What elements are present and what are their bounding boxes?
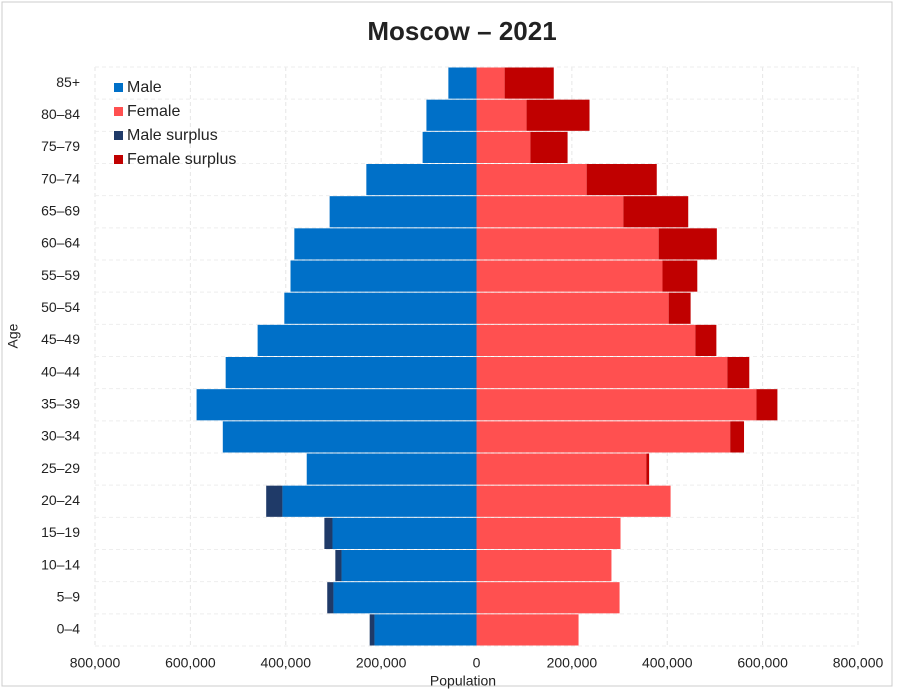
bar	[476, 131, 531, 163]
bar	[662, 260, 698, 292]
bar	[225, 357, 477, 389]
y-tick-label: 0–4	[57, 621, 81, 637]
x-tick-label: 600,000	[165, 655, 216, 671]
legend-swatch	[114, 83, 123, 92]
bar	[476, 453, 647, 485]
bar	[476, 228, 659, 260]
bar	[374, 614, 477, 646]
chart-title: Moscow – 2021	[367, 16, 556, 46]
bar	[369, 614, 375, 646]
bar	[476, 324, 696, 356]
bar	[668, 292, 691, 324]
bar	[282, 485, 477, 517]
bar	[327, 582, 334, 614]
bar	[476, 517, 621, 549]
bar	[341, 550, 477, 582]
bar	[476, 260, 663, 292]
bar	[196, 389, 477, 421]
bar	[476, 357, 728, 389]
legend-swatch	[114, 107, 123, 116]
y-tick-label: 70–74	[41, 170, 80, 186]
x-tick-label: 600,000	[737, 655, 788, 671]
y-tick-label: 45–49	[41, 331, 80, 347]
bar	[448, 67, 477, 99]
bar	[646, 453, 650, 485]
legend-swatch	[114, 155, 123, 164]
x-tick-label: 400,000	[260, 655, 311, 671]
bar	[284, 292, 477, 324]
bar	[222, 421, 477, 453]
y-tick-label: 35–39	[41, 395, 80, 411]
bar	[730, 421, 745, 453]
y-tick-label: 20–24	[41, 492, 80, 508]
x-tick-label: 0	[473, 655, 481, 671]
x-tick-label: 200,000	[356, 655, 407, 671]
y-tick-label: 65–69	[41, 202, 80, 218]
y-tick-label: 10–14	[41, 556, 80, 572]
y-axis-label: Age	[5, 323, 21, 348]
bar	[476, 99, 527, 131]
y-tick-label: 85+	[56, 74, 80, 90]
bar	[366, 164, 477, 196]
bar	[422, 131, 477, 163]
bar	[695, 324, 717, 356]
y-tick-label: 60–64	[41, 235, 80, 251]
bar	[294, 228, 477, 260]
x-axis-label: Population	[430, 673, 496, 689]
bar	[329, 196, 477, 228]
bar	[476, 421, 731, 453]
x-tick-label: 800,000	[70, 655, 121, 671]
bar	[530, 131, 568, 163]
x-tick-label: 400,000	[642, 655, 693, 671]
x-tick-label: 200,000	[547, 655, 598, 671]
y-tick-label: 55–59	[41, 267, 80, 283]
bar	[266, 485, 283, 517]
bar	[476, 485, 671, 517]
legend-label: Female surplus	[127, 151, 236, 168]
y-tick-label: 15–19	[41, 524, 80, 540]
bar	[335, 550, 342, 582]
x-tick-label: 800,000	[833, 655, 884, 671]
bar	[526, 99, 590, 131]
bar	[658, 228, 717, 260]
bar	[332, 517, 477, 549]
bar	[426, 99, 477, 131]
bar	[476, 196, 624, 228]
y-tick-label: 5–9	[57, 588, 81, 604]
legend-swatch	[114, 131, 123, 140]
bar	[586, 164, 657, 196]
y-tick-label: 75–79	[41, 138, 80, 154]
y-tick-label: 80–84	[41, 106, 80, 122]
bar	[623, 196, 689, 228]
bar	[476, 614, 579, 646]
legend-label: Male	[127, 79, 162, 96]
bar	[504, 67, 554, 99]
bar	[324, 517, 333, 549]
bar	[476, 582, 620, 614]
y-tick-label: 25–29	[41, 460, 80, 476]
bar	[306, 453, 477, 485]
bar	[290, 260, 477, 292]
bar	[257, 324, 477, 356]
bar	[333, 582, 477, 614]
bar	[476, 389, 757, 421]
bar	[756, 389, 778, 421]
bar	[476, 164, 587, 196]
y-tick-label: 40–44	[41, 363, 80, 379]
legend-label: Female	[127, 103, 180, 120]
bar	[476, 550, 612, 582]
y-tick-label: 50–54	[41, 299, 80, 315]
bar	[476, 292, 669, 324]
bar	[476, 67, 505, 99]
bar	[727, 357, 750, 389]
y-tick-label: 30–34	[41, 428, 80, 444]
legend-label: Male surplus	[127, 127, 218, 144]
